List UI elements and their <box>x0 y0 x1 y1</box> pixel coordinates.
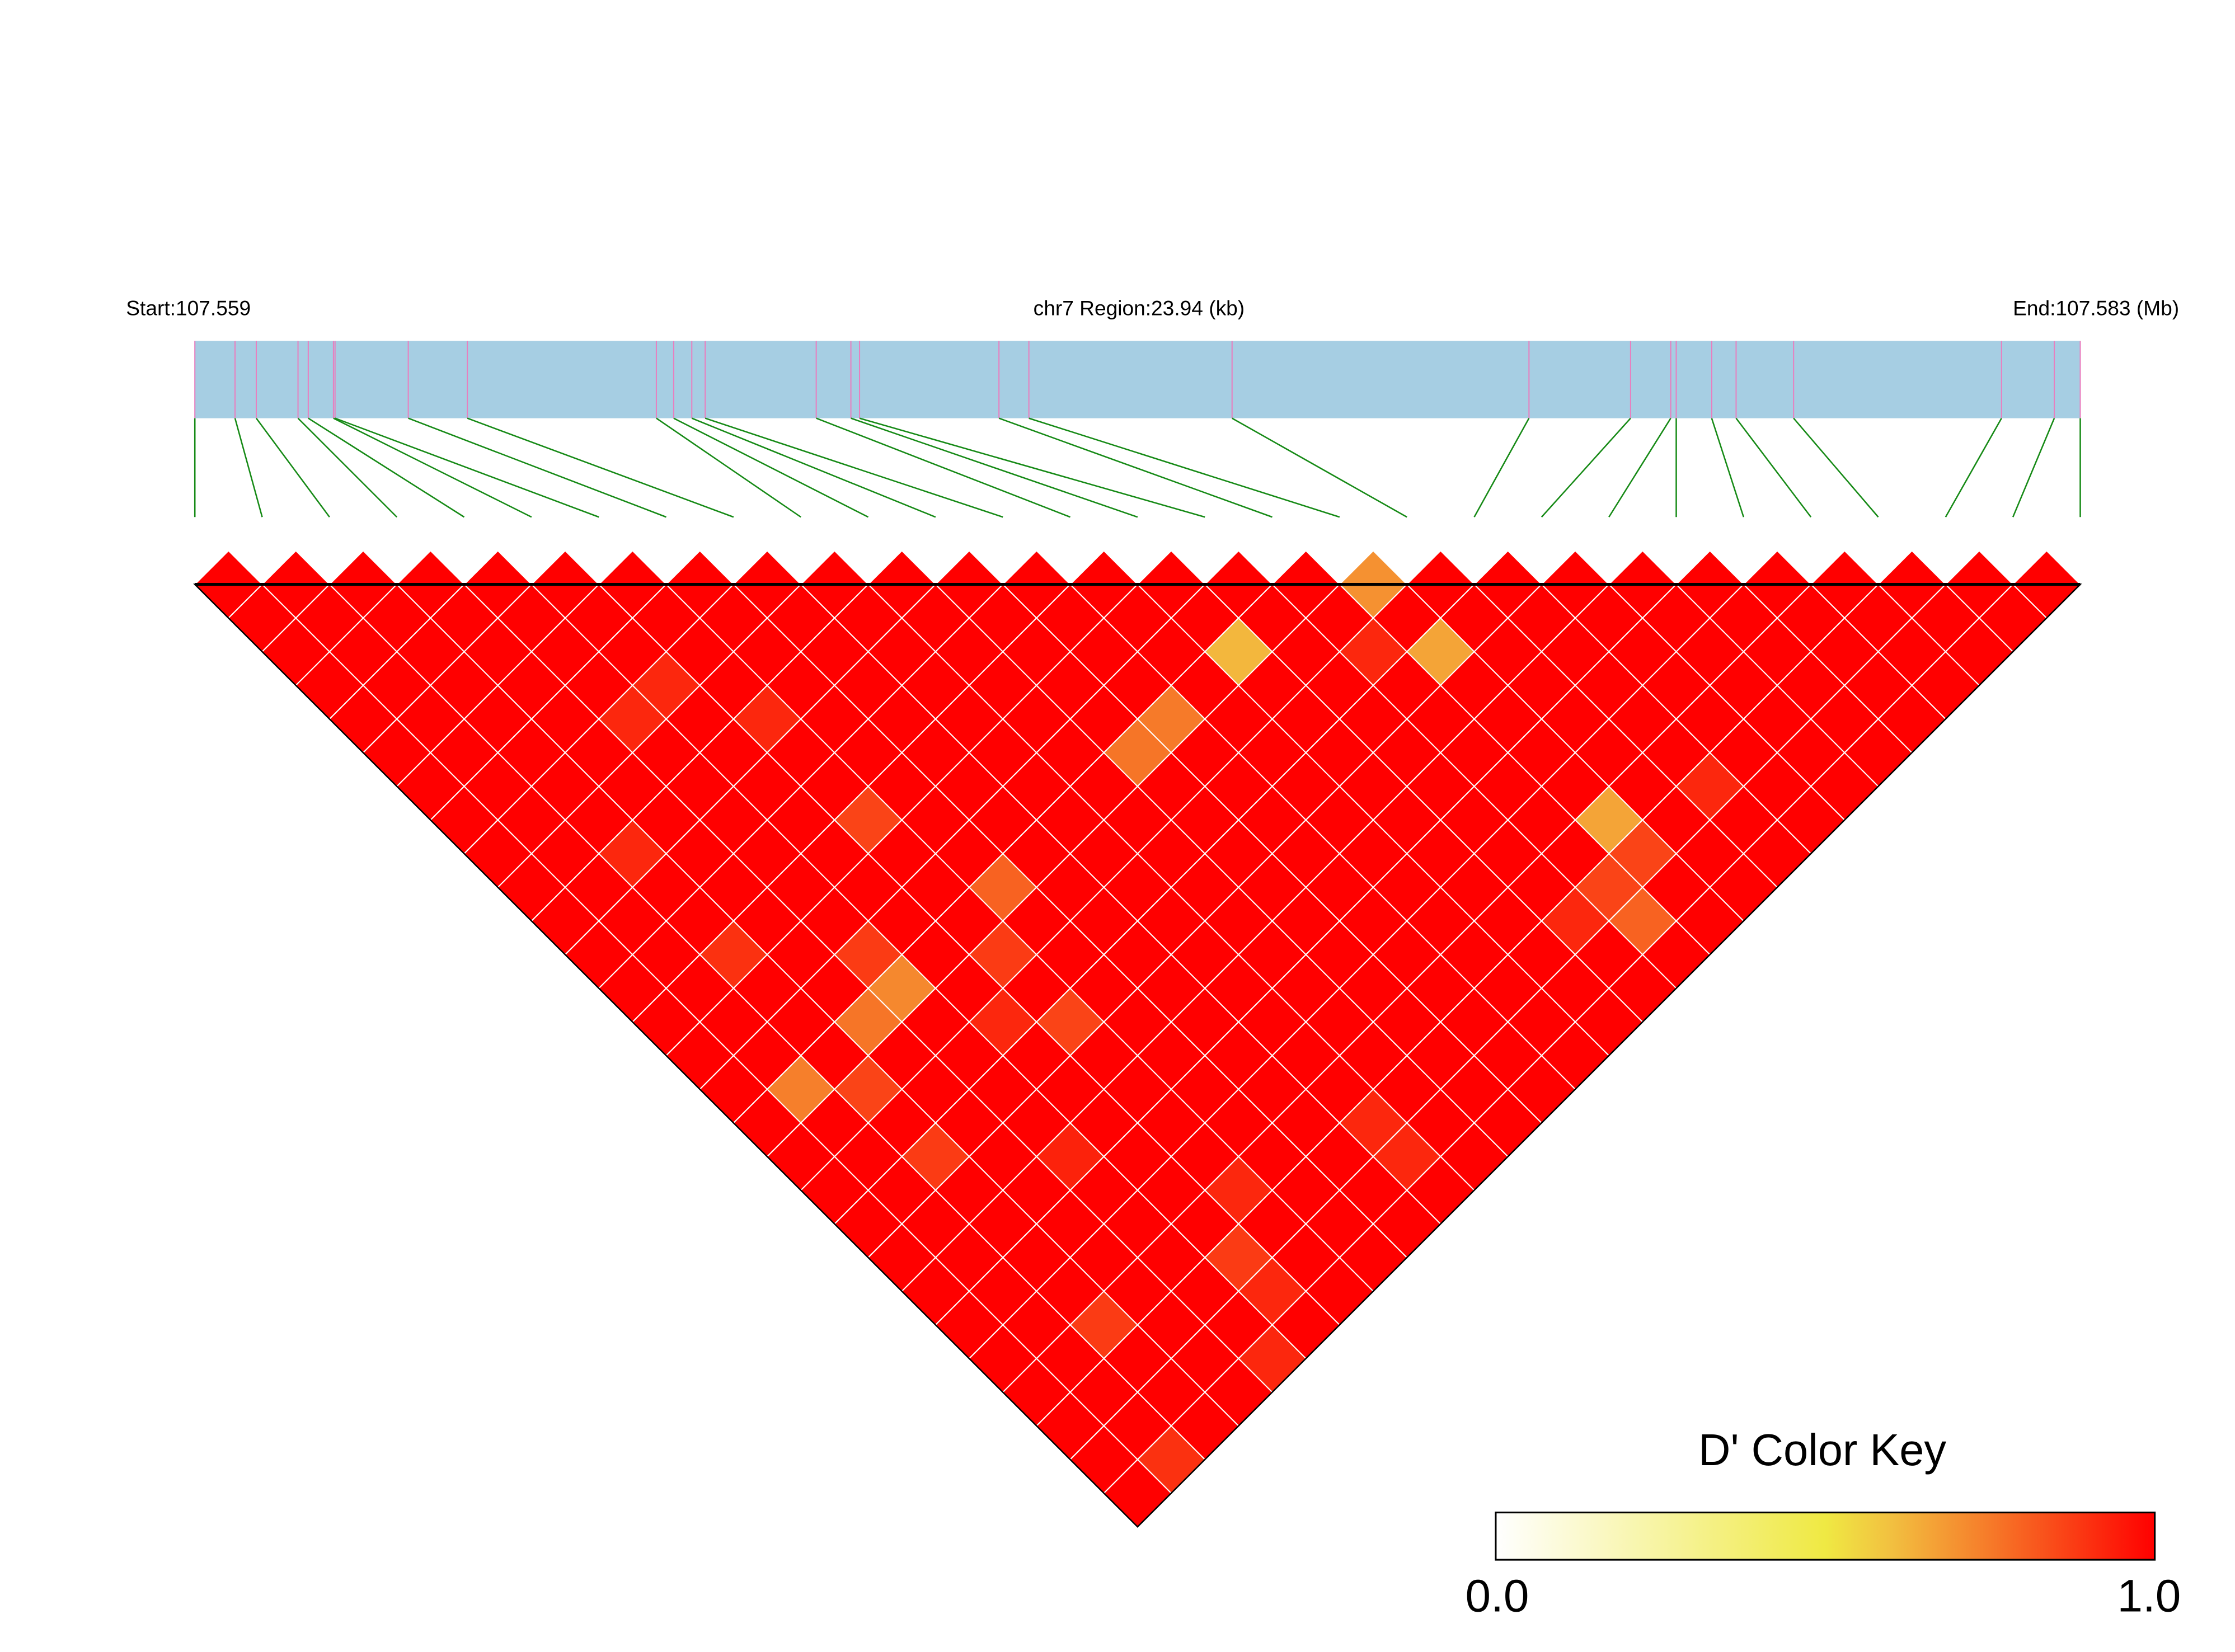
snp-connector <box>408 417 666 518</box>
snp-connector <box>308 417 465 518</box>
color-key-title: D' Color Key <box>1698 1425 1946 1475</box>
snp-connector <box>998 417 1273 518</box>
color-key-bar <box>1495 1512 2156 1561</box>
region-start-label: Start:107.559 <box>126 296 251 319</box>
snp-connector <box>1711 418 1745 517</box>
snp-connector <box>673 417 869 518</box>
snp-connector <box>467 417 734 518</box>
ld-cells <box>194 549 2081 1528</box>
snp-connector <box>1029 417 1340 518</box>
gene-region-bar <box>195 341 2081 418</box>
region-end-label: End:107.583 (Mb) <box>2013 296 2179 319</box>
snp-connector <box>691 417 936 518</box>
snp-connector <box>1793 417 1879 518</box>
snp-connector <box>333 417 532 518</box>
snp-connector <box>2012 418 2055 517</box>
snp-connector <box>816 417 1070 518</box>
color-key-min-label: 0.0 <box>1466 1570 1529 1621</box>
snp-connector <box>1735 417 1812 518</box>
snp-connector <box>1473 417 1530 517</box>
region-center-label: chr7 Region:23.94 (kb) <box>1034 296 1245 319</box>
snp-connector <box>1232 417 1407 518</box>
snp-connector <box>335 417 599 518</box>
snp-connector <box>297 417 398 518</box>
snp-connectors <box>194 417 2081 518</box>
snp-ticks <box>194 341 2081 418</box>
snp-connector <box>851 417 1138 518</box>
snp-connector <box>656 417 801 518</box>
snp-connector <box>1945 417 2002 517</box>
snp-connector <box>1541 417 1631 518</box>
snp-connector <box>255 417 330 518</box>
snp-connector <box>234 418 263 517</box>
snp-connector <box>705 417 1003 518</box>
color-key-max-label: 1.0 <box>2117 1570 2181 1621</box>
snp-connector <box>859 417 1205 518</box>
snp-connector <box>1608 417 1671 517</box>
